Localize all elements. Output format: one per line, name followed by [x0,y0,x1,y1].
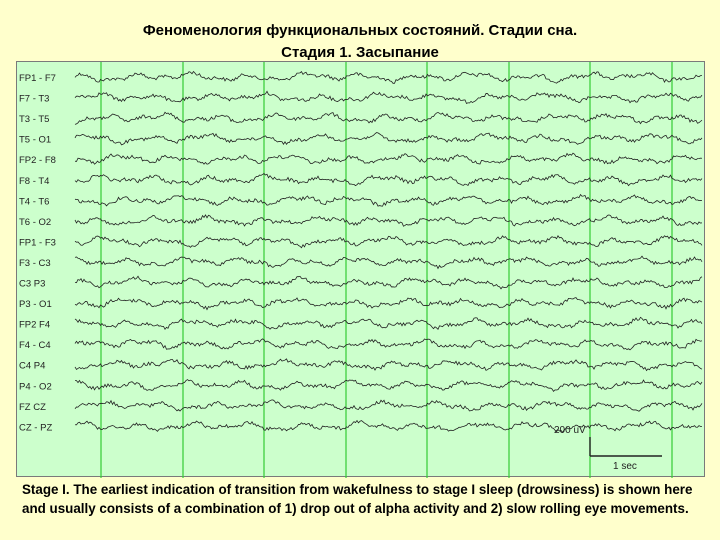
channel-label: FP1 - F3 [19,237,56,248]
eeg-trace [74,111,703,125]
eeg-grid [100,62,673,478]
channel-label: F7 - T3 [19,94,49,105]
channel-label: FP2 F4 [19,320,50,331]
amplitude-scale-label: 200 uV [554,425,586,436]
slide-title: Феноменология функциональных состояний. … [0,20,720,64]
eeg-trace [74,90,703,104]
channel-label: F4 - C4 [19,340,51,351]
eeg-trace [74,214,703,227]
channel-label: P3 - O1 [19,299,52,310]
eeg-trace [74,235,703,249]
channel-label: T5 - O1 [19,135,51,146]
eeg-trace [74,70,703,84]
channel-label: C4 P4 [19,361,45,372]
slide-caption: Stage I. The earliest indication of tran… [22,482,693,516]
eeg-recording: FP1 - F7 F7 - T3 T3 - T5 T5 - O1 FP2 - F8 F8 … [16,61,705,478]
eeg-trace [74,275,703,290]
eeg-trace [74,193,703,207]
eeg-trace [74,358,703,372]
title-line-1: Феноменология функциональных состояний. … [142,22,578,39]
eeg-trace [74,419,703,434]
eeg-trace [74,173,703,187]
channel-label: C3 P3 [19,279,45,290]
channel-label: CZ - PZ [19,422,52,433]
eeg-channel-labels: FP1 - F7 F7 - T3 T3 - T5 T5 - O1 FP2 - F8 F8 … [19,73,56,433]
eeg-trace [74,255,703,270]
channel-label: FZ CZ [19,402,46,413]
channel-label: T6 - O2 [19,217,51,228]
title-line-2: Стадия 1. Засыпание [281,44,439,61]
eeg-trace [74,338,703,351]
channel-label: T3 - T5 [19,114,49,125]
eeg-trace [74,297,703,311]
eeg-trace [74,399,703,412]
channel-label: T4 - T6 [19,196,49,207]
channel-label: P4 - O2 [19,381,52,392]
channel-label: F8 - T4 [19,176,49,187]
time-scale-label: 1 sec [613,461,637,472]
eeg-traces [74,70,703,434]
eeg-trace [74,379,703,392]
channel-label: F3 - C3 [19,258,51,269]
eeg-trace [74,152,703,165]
eeg-scale-bar: 200 uV 1 sec [554,425,662,472]
eeg-chart: FP1 - F7 F7 - T3 T3 - T5 T5 - O1 FP2 - F8 F8 … [19,62,703,478]
channel-label: FP2 - F8 [19,155,56,166]
eeg-trace [74,132,703,146]
eeg-trace [74,316,703,331]
channel-label: FP1 - F7 [19,73,56,84]
